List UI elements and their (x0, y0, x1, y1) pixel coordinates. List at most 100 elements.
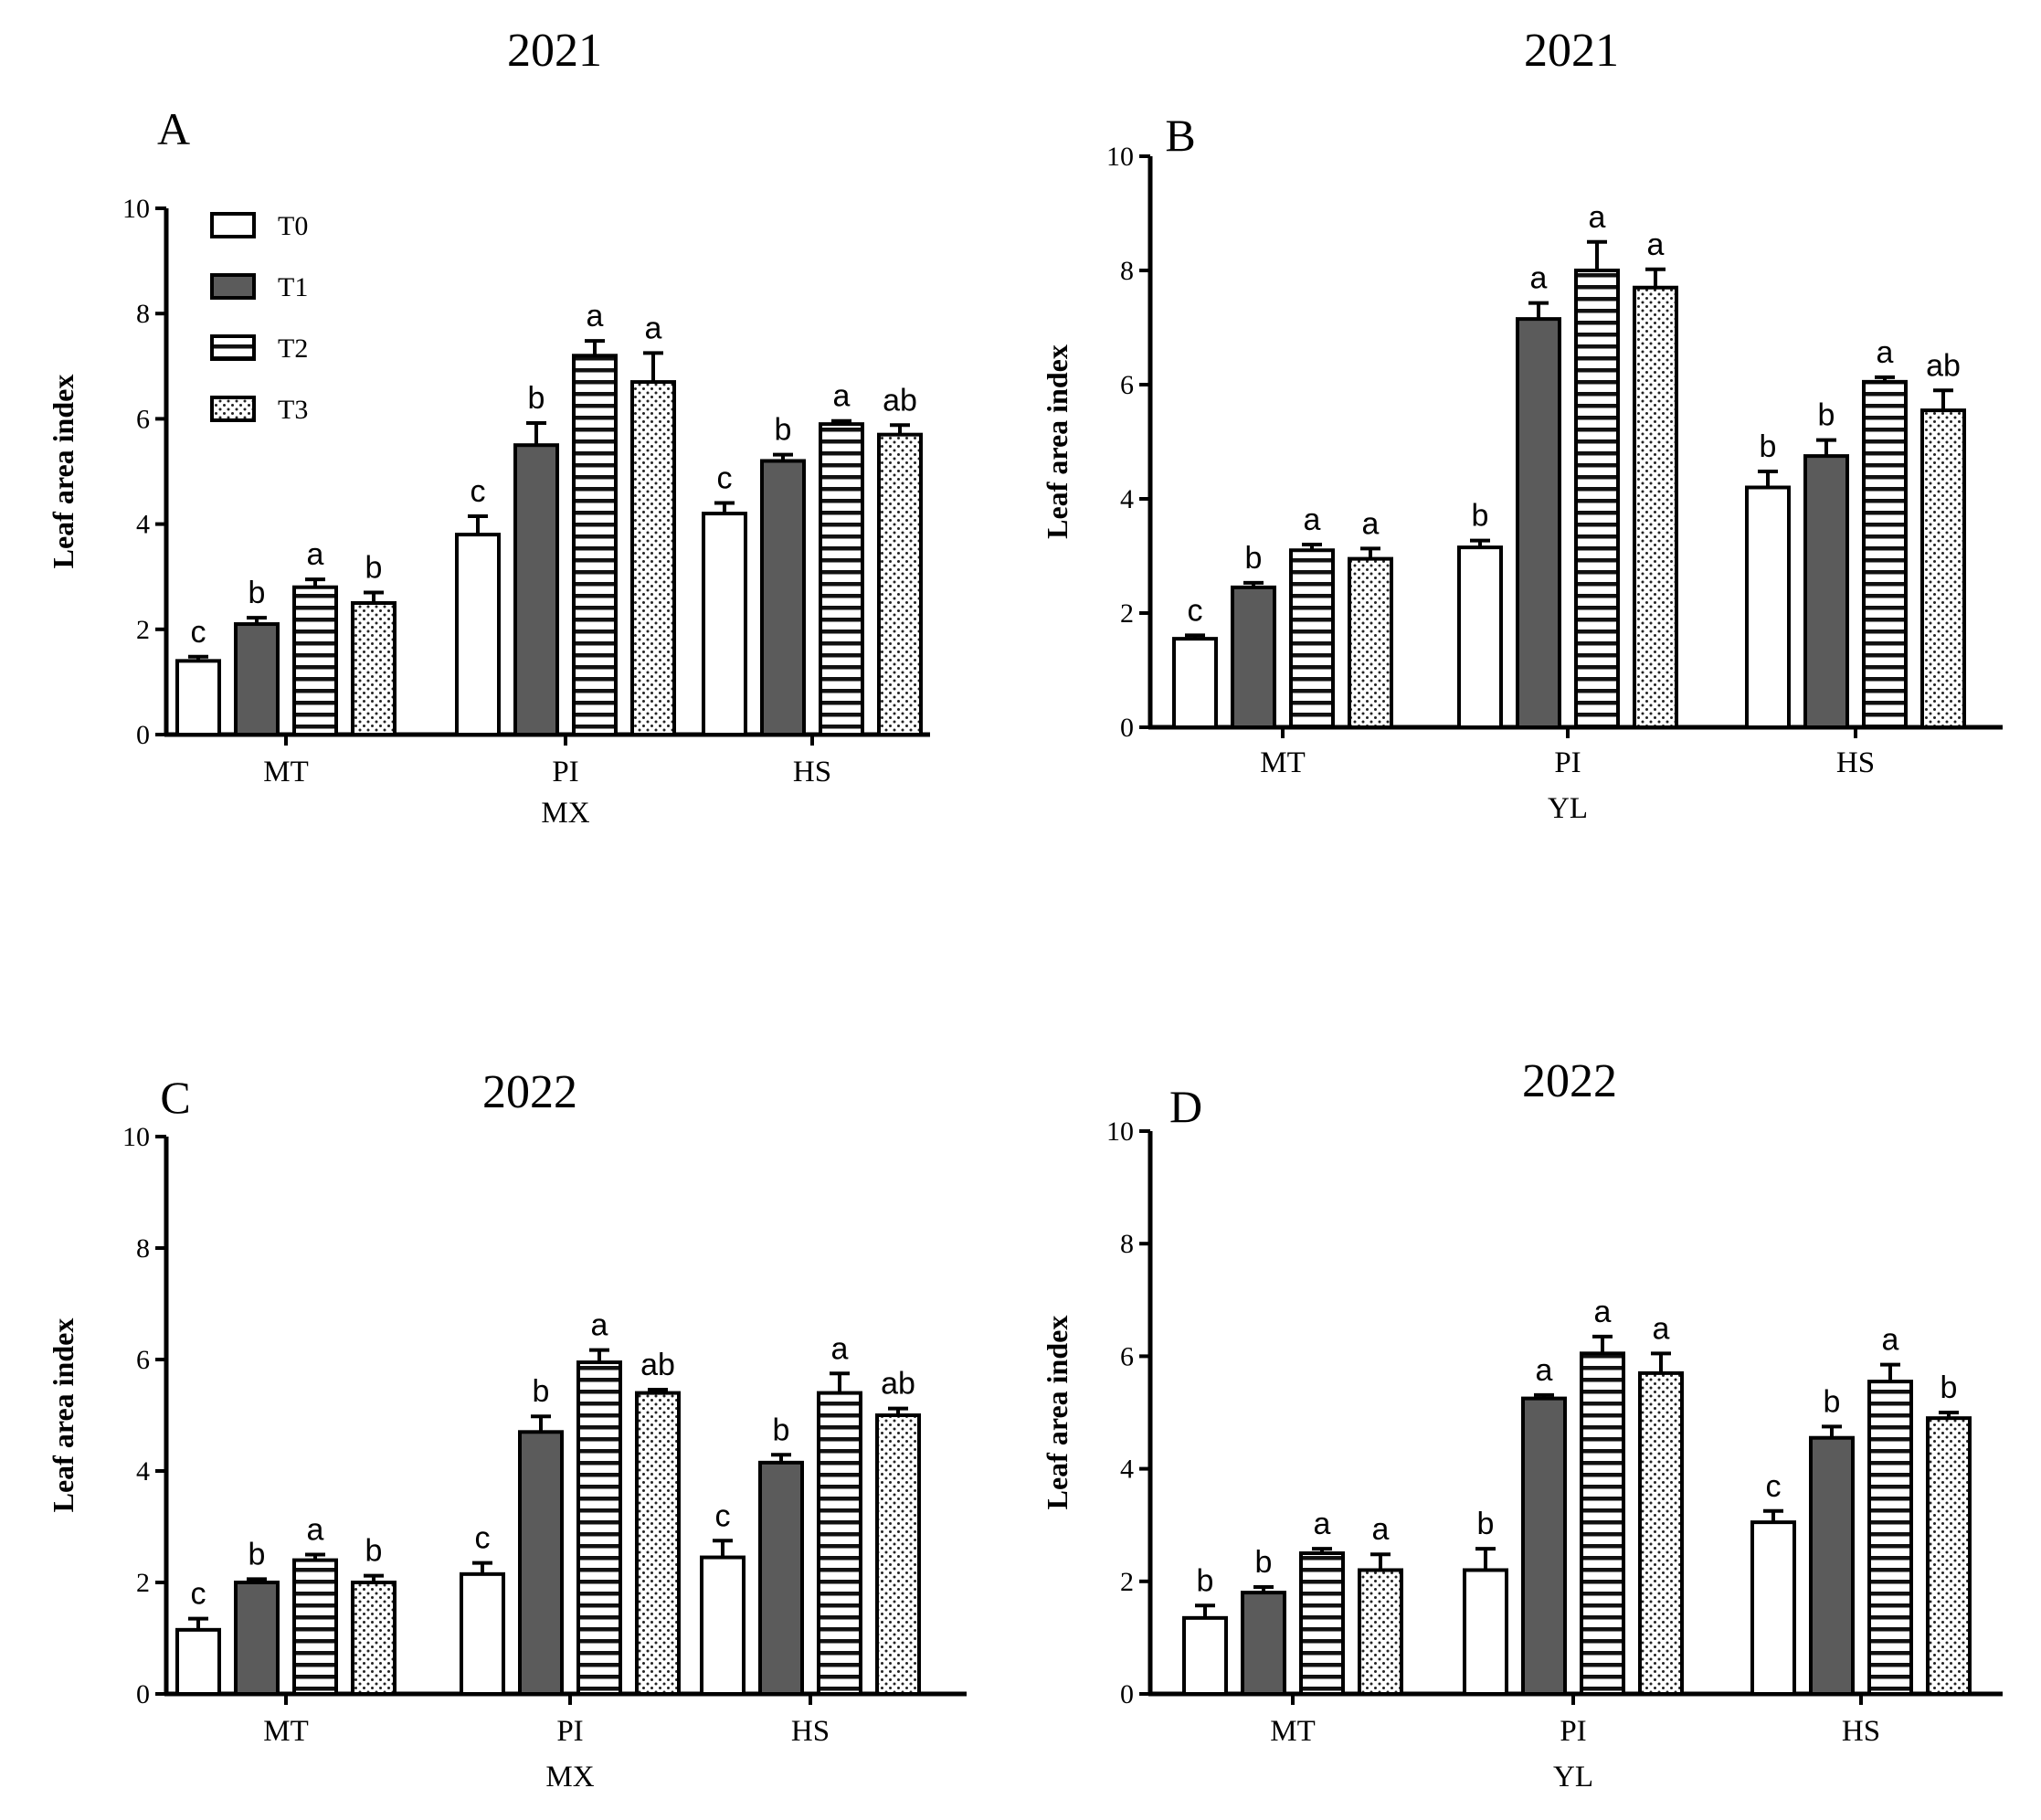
bar-t1-hs (760, 459, 806, 736)
bar-t0-mt (1172, 637, 1218, 729)
y-tick-label: 2 (1120, 598, 1134, 629)
significance-letter: a (645, 311, 662, 345)
significance-letter: ab (1926, 348, 1961, 383)
legend-label: T1 (278, 272, 308, 302)
y-tick-label: 4 (1120, 484, 1134, 514)
bar-t3-mt (351, 601, 397, 736)
bar-t1-pi (518, 1430, 564, 1697)
significance-letter: b (1472, 499, 1489, 534)
y-axis-label: Leaf area index (47, 375, 79, 569)
x-category-label: MT (1270, 1715, 1316, 1748)
x-category-label: PI (556, 1715, 583, 1748)
x-category-label: PI (1560, 1715, 1586, 1748)
significance-letter: a (307, 537, 324, 572)
significance-letter: b (1941, 1370, 1958, 1405)
y-tick-label: 0 (1120, 713, 1134, 743)
bar-t3-hs (1920, 408, 1966, 729)
bar-t1-hs (758, 1460, 804, 1696)
significance-letter: a (1530, 261, 1548, 296)
y-tick-label: 2 (136, 615, 150, 645)
bar-t3-hs (1926, 1416, 1972, 1697)
significance-letter: a (591, 1308, 608, 1343)
bar-t2-hs (819, 422, 864, 736)
bar-t1-pi (1516, 317, 1561, 729)
x-category-label: PI (1554, 746, 1581, 779)
bar-t1-hs (1803, 454, 1849, 729)
x-category-label: HS (791, 1715, 830, 1748)
significance-letter: b (1245, 541, 1263, 576)
significance-letter: a (1372, 1512, 1390, 1547)
y-tick-label: 4 (1120, 1455, 1134, 1485)
panel-title: 2021 (1524, 25, 1619, 77)
significance-letter: a (831, 1331, 849, 1366)
y-tick-label: 4 (136, 1456, 150, 1487)
y-tick-label: 10 (1106, 1116, 1134, 1147)
x-axis-label: MX (541, 797, 589, 830)
panel-title: 2022 (1522, 1055, 1617, 1107)
significance-letter: c (1766, 1469, 1782, 1504)
y-tick-label: 2 (1120, 1567, 1134, 1597)
x-category-label: PI (552, 756, 578, 788)
bar-t2-pi (576, 1360, 622, 1697)
y-axis-label: Leaf area index (47, 1318, 79, 1513)
x-axis-label: YL (1553, 1761, 1593, 1794)
bar-t0-hs (700, 1555, 746, 1697)
x-axis-label: YL (1548, 792, 1588, 825)
significance-letter: a (833, 379, 851, 414)
significance-letter: a (1589, 200, 1606, 235)
significance-letter: c (717, 461, 733, 496)
significance-letter: a (1594, 1295, 1612, 1329)
bar-t3-hs (877, 432, 923, 736)
significance-letter: b (1760, 429, 1777, 464)
legend-swatch-t3 (210, 396, 256, 422)
significance-letter: c (191, 1577, 206, 1612)
bar-t2-mt (1289, 548, 1335, 729)
significance-letter: b (249, 576, 266, 610)
panel-letter: D (1169, 1081, 1202, 1132)
y-tick-label: 8 (1120, 1229, 1134, 1259)
significance-letter: b (1197, 1563, 1214, 1598)
significance-letter: b (1824, 1384, 1841, 1419)
significance-letter: b (365, 550, 383, 585)
bar-t3-mt (351, 1581, 397, 1696)
significance-letter: c (475, 1521, 491, 1556)
significance-letter: a (1304, 503, 1321, 537)
significance-letter: c (715, 1498, 731, 1533)
bar-t1-mt (1231, 585, 1276, 729)
legend-label: T0 (278, 211, 308, 241)
bar-t1-mt (234, 1581, 280, 1696)
bar-t3-pi (1633, 285, 1678, 729)
significance-letter: a (1877, 335, 1894, 370)
bar-t1-pi (513, 443, 559, 736)
y-tick-label: 8 (1120, 256, 1134, 286)
x-category-label: MT (263, 1715, 309, 1748)
bar-t0-pi (460, 1571, 505, 1696)
y-tick-label: 0 (136, 720, 150, 750)
legend-swatch-t0 (210, 212, 256, 238)
significance-letter: a (1536, 1353, 1553, 1388)
panel-title: 2022 (482, 1066, 577, 1118)
bar-t0-hs (1750, 1520, 1796, 1696)
legend-label: T3 (278, 395, 308, 425)
bar-t3-pi (1638, 1370, 1684, 1696)
y-tick-label: 4 (136, 510, 150, 540)
x-category-label: MT (1260, 746, 1306, 779)
panel-b: 2021 B 0 2 4 6 8 10 Leaf area index MT c b a a PI b a a a H… (1041, 25, 2003, 825)
x-category-label: HS (793, 756, 831, 788)
bar-t2-hs (817, 1391, 862, 1696)
bar-t1-mt (234, 622, 280, 736)
significance-letter: b (775, 413, 792, 448)
significance-letter: a (1653, 1311, 1670, 1346)
significance-letter: b (528, 381, 545, 416)
bar-t0-hs (702, 512, 747, 737)
y-tick-label: 10 (122, 194, 150, 224)
significance-letter: a (307, 1513, 324, 1548)
significance-letter: c (191, 615, 206, 650)
bar-t2-pi (572, 354, 618, 736)
y-tick-label: 8 (136, 299, 150, 329)
bar-t2-pi (1580, 1351, 1625, 1696)
panel-letter: C (160, 1072, 190, 1123)
